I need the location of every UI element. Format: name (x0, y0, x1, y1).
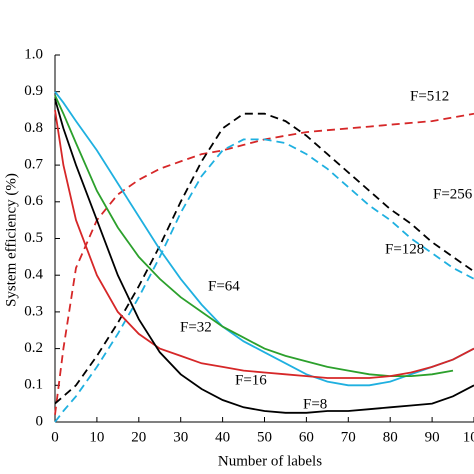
y-tick-label: 0.7 (24, 157, 43, 173)
y-tick-label: 0 (36, 413, 44, 429)
x-tick-label: 30 (173, 429, 188, 445)
y-tick-label: 0.6 (24, 193, 43, 209)
x-tick-label: 60 (299, 429, 314, 445)
y-tick-label: 0.9 (24, 83, 43, 99)
x-tick-label: 80 (383, 429, 398, 445)
series-line (54, 98, 474, 414)
series-label: F=16 (235, 372, 267, 388)
x-tick-label: 70 (341, 429, 356, 445)
series-line (54, 112, 474, 405)
series-line (54, 138, 474, 423)
series-line (54, 109, 474, 379)
series-line (54, 95, 454, 377)
y-tick-label: 0.3 (24, 303, 43, 319)
x-tick-label: 90 (425, 429, 440, 445)
y-tick-label: 0.4 (24, 267, 43, 283)
series-line (54, 91, 474, 387)
series-label: F=512 (410, 88, 449, 104)
x-tick-label: 20 (131, 429, 146, 445)
series-label: F=32 (180, 319, 212, 335)
y-tick-label: 1.0 (24, 46, 43, 62)
y-tick-label: 0.2 (24, 340, 43, 356)
x-tick-label: 100 (463, 429, 474, 445)
x-tick-label: 0 (51, 429, 59, 445)
y-tick-label: 0.5 (24, 230, 43, 246)
y-axis-label: System efficiency (%) (3, 173, 19, 307)
x-tick-label: 50 (257, 429, 272, 445)
x-tick-label: 10 (89, 429, 104, 445)
y-tick-label: 0.8 (24, 120, 43, 136)
series-label: F=64 (208, 278, 240, 294)
x-axis-label: Number of labels (218, 453, 322, 469)
x-tick-label: 40 (215, 429, 230, 445)
series-label: F=128 (385, 241, 424, 257)
y-tick-label: 0.1 (24, 377, 43, 393)
series-line (54, 112, 474, 415)
series-label: F=256 (433, 186, 473, 202)
series-label: F=8 (303, 396, 327, 412)
